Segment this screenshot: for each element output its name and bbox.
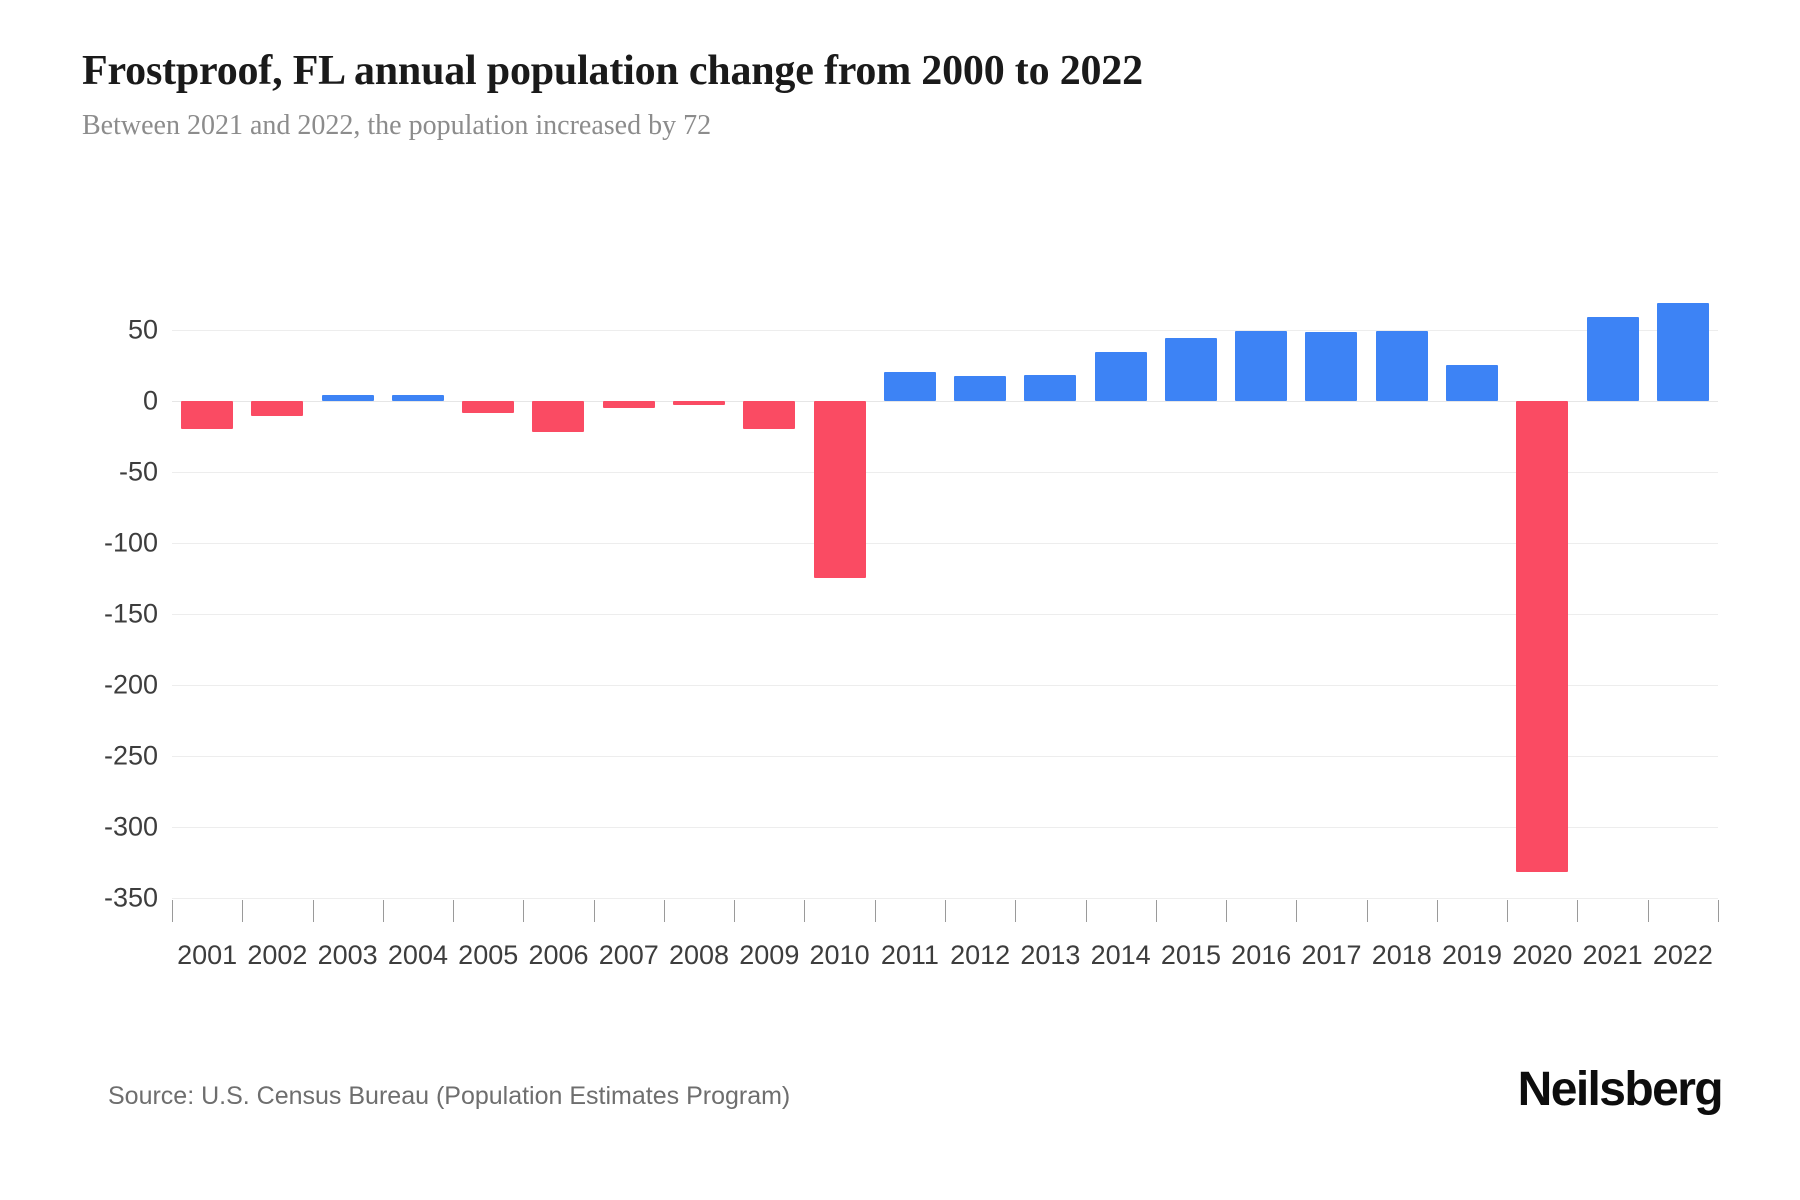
- x-axis-tick: [1015, 900, 1016, 922]
- x-axis-tick-label: 2002: [247, 940, 308, 970]
- x-axis-tick: [453, 900, 454, 922]
- x-axis-tick: [1086, 900, 1087, 922]
- bar-2006[interactable]: [532, 400, 585, 432]
- x-axis-tick-label: 2003: [317, 940, 378, 970]
- x-axis-tick-label: 2010: [809, 940, 870, 970]
- x-axis-tick-label: 2017: [1301, 940, 1362, 970]
- bar-2011[interactable]: [883, 372, 936, 401]
- bar-2017[interactable]: [1305, 332, 1358, 401]
- bar-2002[interactable]: [251, 400, 304, 417]
- bar-2022[interactable]: [1656, 302, 1709, 401]
- gridline: [172, 685, 1718, 686]
- bar-2019[interactable]: [1446, 365, 1499, 401]
- bar-2021[interactable]: [1586, 316, 1639, 401]
- x-axis-tick: [1156, 900, 1157, 922]
- x-axis-tick-label: 2011: [880, 940, 939, 970]
- y-axis-tick-label: -250: [103, 740, 158, 771]
- gridline: [172, 401, 1718, 402]
- x-axis-tick: [664, 900, 665, 922]
- gridline: [172, 330, 1718, 331]
- x-axis-tick-label: 2019: [1441, 940, 1503, 970]
- chart-subtitle: Between 2021 and 2022, the population in…: [82, 110, 712, 142]
- y-axis-tick-label: -300: [103, 811, 158, 842]
- y-axis-tick-label: -150: [103, 598, 158, 629]
- x-axis-tick: [1507, 900, 1508, 922]
- bar-2013[interactable]: [1024, 375, 1077, 401]
- bar-2018[interactable]: [1375, 330, 1428, 401]
- y-axis-tick-label: 0: [142, 385, 158, 416]
- x-axis-tick: [523, 900, 524, 922]
- y-axis-tick-label: 50: [127, 314, 158, 345]
- y-axis-tick-label: -200: [103, 669, 158, 700]
- x-axis-tick: [1648, 900, 1649, 922]
- bar-2010[interactable]: [813, 400, 866, 579]
- x-axis-tick: [172, 900, 173, 922]
- x-axis-tick: [242, 900, 243, 922]
- x-axis-tick-label: 2012: [950, 940, 1011, 970]
- gridline: [172, 614, 1718, 615]
- bar-2005[interactable]: [462, 400, 515, 414]
- x-axis-tick: [875, 900, 876, 922]
- y-axis-tick-label: -100: [103, 527, 158, 558]
- bar-2007[interactable]: [602, 400, 655, 408]
- bar-2016[interactable]: [1235, 330, 1288, 401]
- x-axis-tick: [1437, 900, 1438, 922]
- x-axis-tick-label: 2001: [177, 940, 238, 970]
- x-axis-tick-label: 2013: [1020, 940, 1081, 970]
- gridline: [172, 756, 1718, 757]
- gridline: [172, 827, 1718, 828]
- bar-2014[interactable]: [1094, 352, 1147, 401]
- page-title: Frostproof, FL annual population change …: [82, 48, 1143, 94]
- bar-2003[interactable]: [321, 394, 374, 401]
- x-axis-tick: [804, 900, 805, 922]
- gridline: [172, 898, 1718, 899]
- x-axis-tick-label: 2015: [1160, 940, 1221, 970]
- x-axis-tick-label: 2008: [668, 940, 730, 970]
- bar-2012[interactable]: [954, 376, 1007, 401]
- x-axis-tick: [734, 900, 735, 922]
- x-axis-tick: [1226, 900, 1227, 922]
- source-note: Source: U.S. Census Bureau (Population E…: [108, 1082, 791, 1110]
- x-axis-tick: [1296, 900, 1297, 922]
- x-axis-tick-label: 2016: [1231, 940, 1292, 970]
- x-axis-tick: [594, 900, 595, 922]
- brand-logo: Neilsberg: [1517, 1063, 1724, 1116]
- x-axis-tick: [383, 900, 384, 922]
- x-axis-tick: [1367, 900, 1368, 922]
- x-axis-tick-label: 2021: [1582, 940, 1643, 970]
- bar-2020[interactable]: [1516, 400, 1569, 873]
- bar-2008[interactable]: [673, 400, 726, 405]
- x-axis-tick-label: 2022: [1652, 940, 1713, 970]
- x-axis-tick: [1577, 900, 1578, 922]
- x-axis-tick-label: 2005: [458, 940, 519, 970]
- gridline: [172, 472, 1718, 473]
- x-axis-tick-label: 2009: [739, 940, 800, 970]
- chart-header: Frostproof, FL annual population change …: [82, 48, 1722, 143]
- bar-2001[interactable]: [181, 400, 234, 429]
- y-axis-tick-label: -50: [118, 456, 158, 487]
- x-axis-tick: [945, 900, 946, 922]
- x-axis-tick-label: 2014: [1090, 940, 1151, 970]
- gridline: [172, 543, 1718, 544]
- x-axis-tick: [1718, 900, 1719, 922]
- bar-2015[interactable]: [1164, 338, 1217, 401]
- x-axis-tick: [313, 900, 314, 922]
- bar-2009[interactable]: [743, 400, 796, 429]
- x-axis-tick-label: 2004: [387, 940, 448, 970]
- x-axis-tick-label: 2006: [528, 940, 589, 970]
- x-axis-tick-label: 2020: [1512, 940, 1573, 970]
- x-axis-tick-label: 2018: [1371, 940, 1432, 970]
- y-axis-tick-label: -350: [103, 882, 158, 913]
- x-axis-tick-label: 2007: [598, 940, 659, 970]
- bar-2004[interactable]: [391, 394, 444, 401]
